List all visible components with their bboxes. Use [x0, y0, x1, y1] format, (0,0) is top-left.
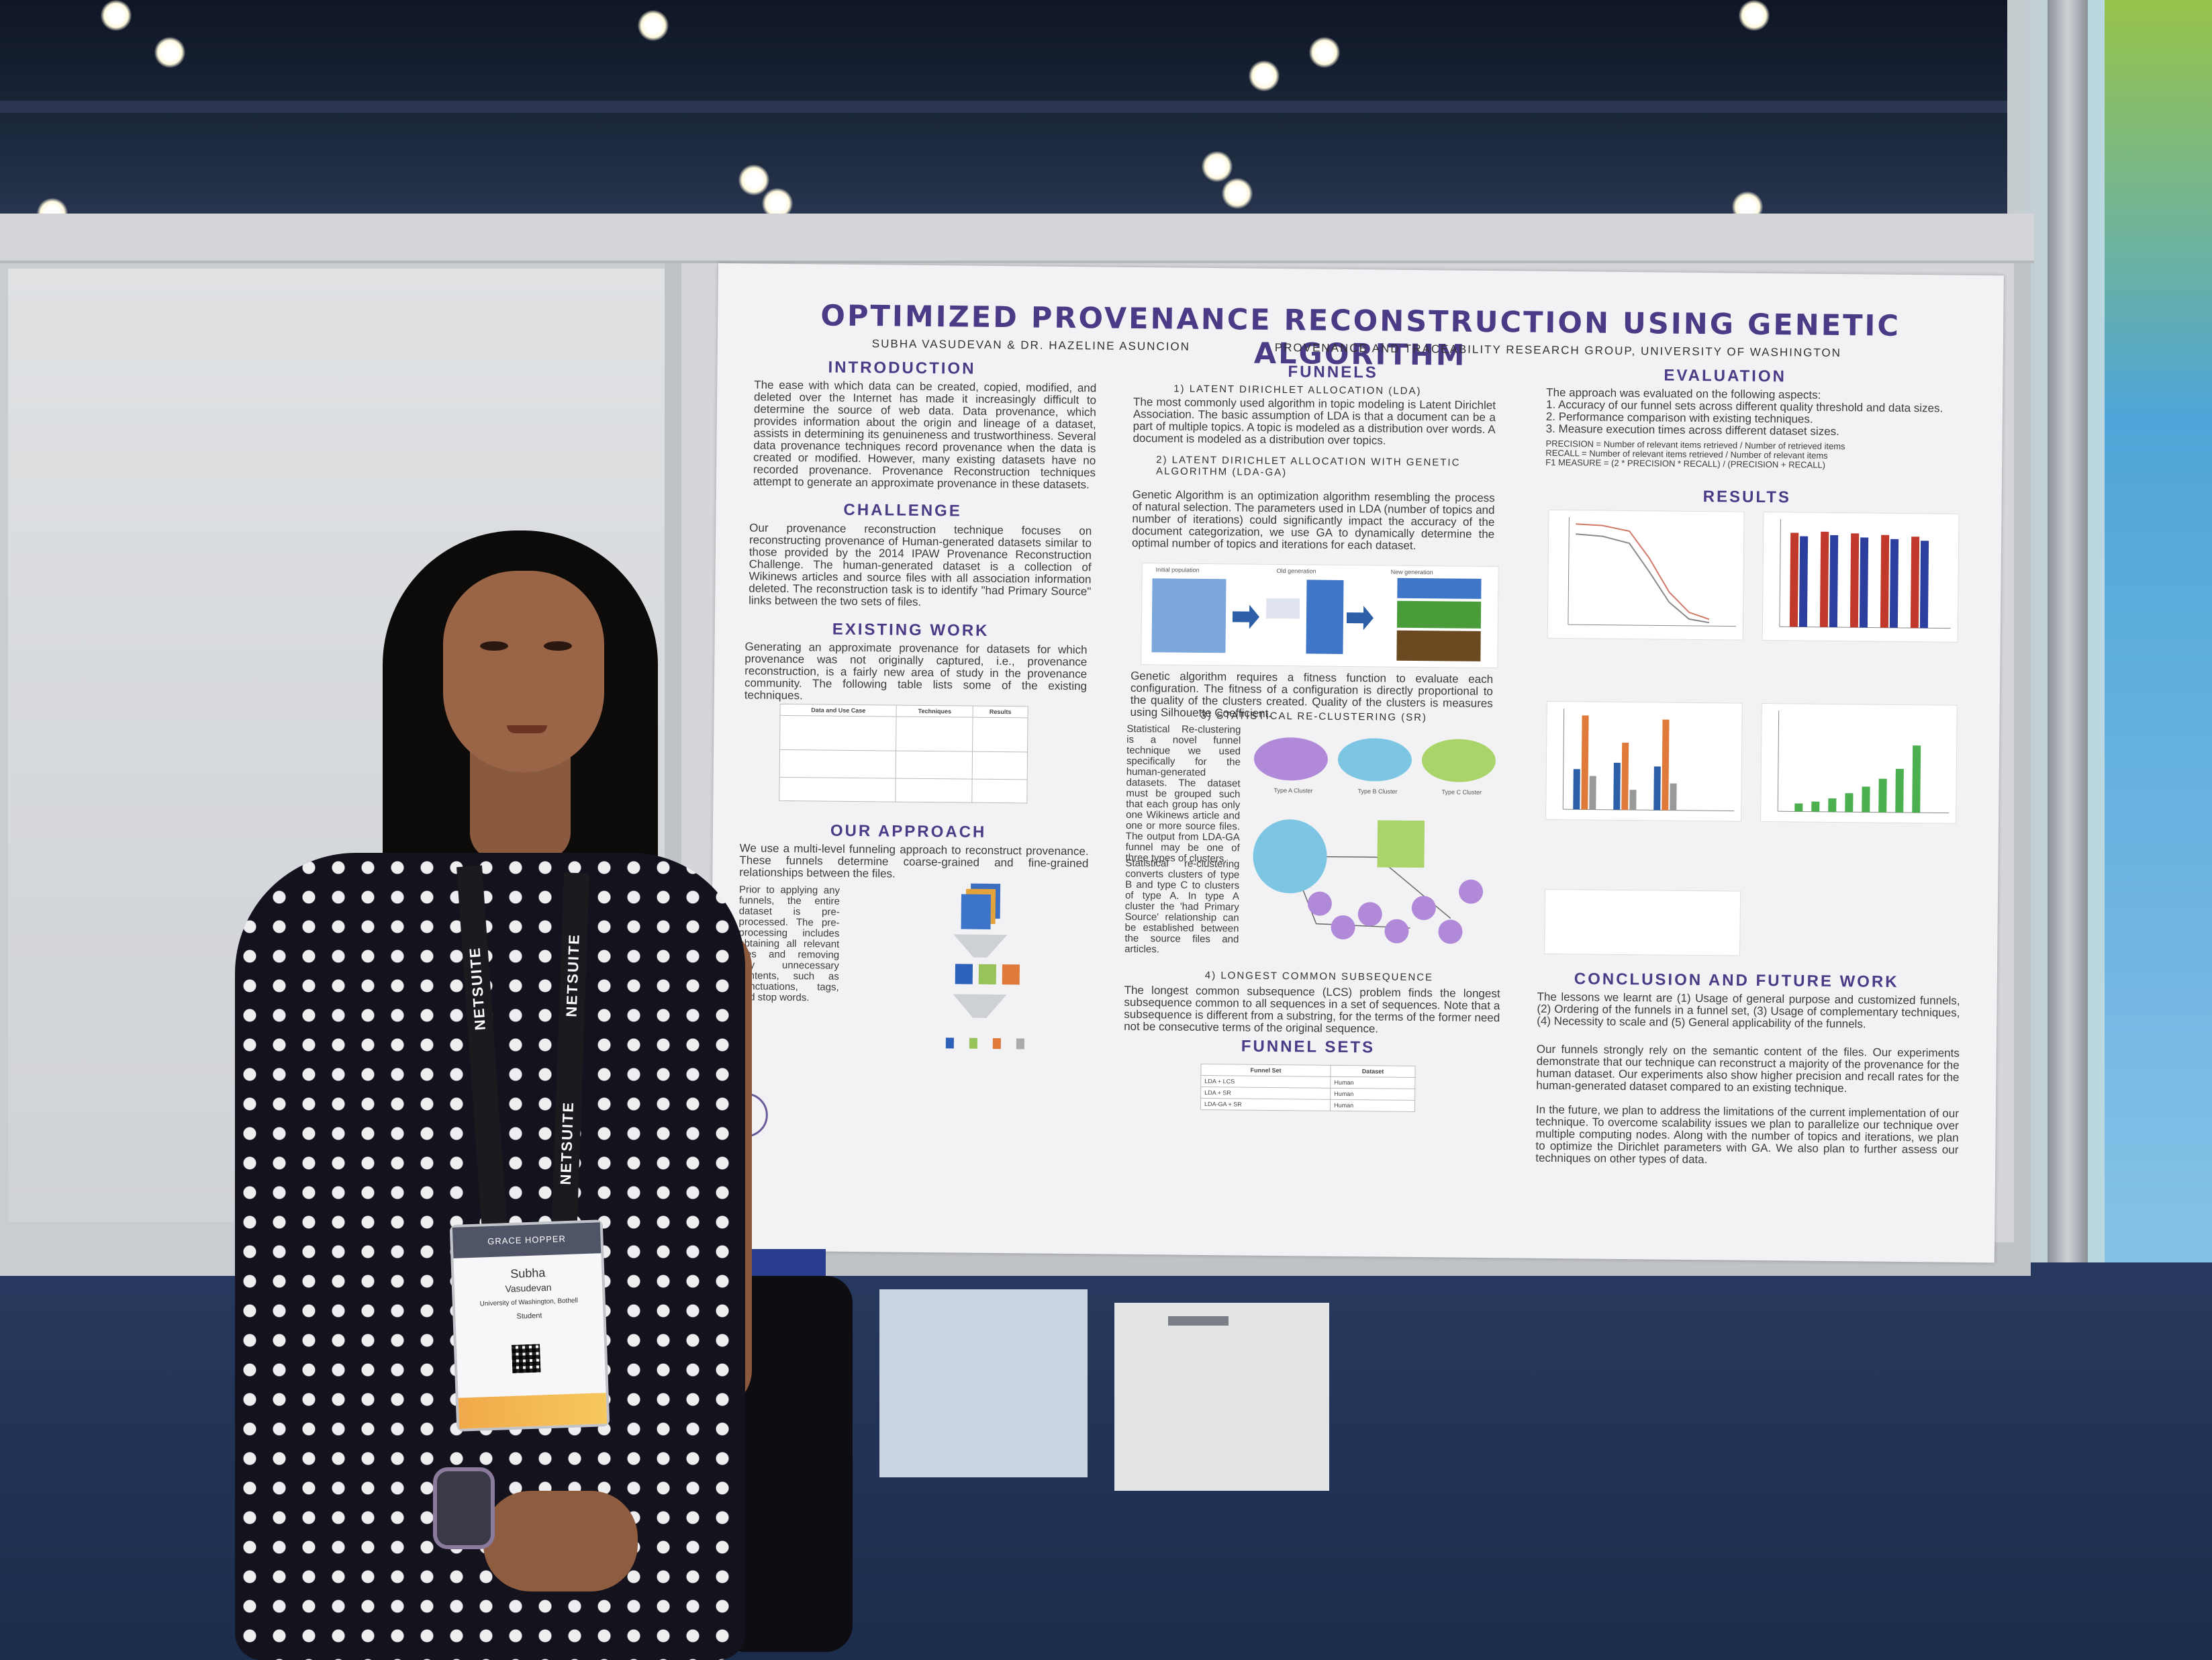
conclusion-text-2: Our funnels strongly rely on the semanti… — [1536, 1042, 1960, 1095]
our-approach-side-text: Prior to applying any funnels, the entir… — [738, 884, 840, 1004]
cluster-label-c: Type C Cluster — [1441, 788, 1482, 796]
challenge-text: Our provenance reconstruction technique … — [749, 521, 1092, 608]
table-row: LDA-GA + SR Human — [1200, 1098, 1415, 1112]
evaluation-heading: EVALUATION — [1664, 366, 1787, 386]
back-panel-label — [1168, 1316, 1229, 1326]
existing-work-heading: EXISTING WORK — [832, 620, 990, 640]
results-line-chart — [1547, 509, 1745, 641]
name-badge: GRACE HOPPER Subha Vasudevan University … — [449, 1219, 610, 1432]
introduction-heading: INTRODUCTION — [828, 358, 976, 378]
presenter-face — [443, 571, 604, 772]
funnel-sr-text: Statistical Re-clustering is a novel fun… — [1125, 723, 1241, 865]
funnel-sr-text-b: Statistical re-clustering converts clust… — [1124, 857, 1240, 956]
genetic-algorithm-figure: Initial population Old generation New ge… — [1141, 563, 1499, 669]
table-cell: LDA + SR — [1200, 1087, 1331, 1100]
table-row — [779, 715, 1028, 752]
table-header: Funnel Set — [1200, 1064, 1331, 1077]
funnel-item-lda: 1) LATENT DIRICHLET ALLOCATION (LDA) — [1173, 383, 1422, 398]
poster-board-top-rail — [0, 214, 2034, 263]
table-cell: Human — [1330, 1076, 1415, 1089]
presenter-hands — [483, 1491, 638, 1592]
ceiling-light — [738, 165, 769, 195]
funnel-item-lda-ga: 2) LATENT DIRICHLET ALLOCATION WITH GENE… — [1155, 454, 1461, 479]
table-header: Data and Use Case — [780, 704, 897, 717]
conclusion-text-3: In the future, we plan to address the li… — [1535, 1103, 1960, 1166]
challenge-heading: CHALLENGE — [843, 500, 962, 520]
badge-event: GRACE HOPPER — [452, 1222, 602, 1258]
funnels-heading: FUNNELS — [1288, 363, 1378, 382]
funnel-lda-ga-text: Genetic Algorithm is an optimization alg… — [1131, 488, 1495, 552]
table-cell: Human — [1330, 1099, 1415, 1112]
presenter-eye — [544, 641, 572, 651]
ceiling-beam — [0, 101, 2212, 113]
funnel-item-sr: 3) STATISTICAL RE-CLUSTERING (SR) — [1200, 709, 1428, 724]
funnel-sets-table: Funnel Set Dataset LDA + LCS Human LDA + … — [1200, 1063, 1416, 1113]
results-execution-chart — [1760, 702, 1958, 824]
ceiling-light — [154, 37, 185, 68]
presenter-eye — [480, 641, 508, 651]
results-grouped-chart — [1545, 700, 1743, 822]
ceiling-light — [1739, 0, 1770, 31]
badge-role: Student — [516, 1311, 542, 1321]
badge-footer-stripe — [458, 1393, 608, 1429]
funnel-sets-heading: FUNNEL SETS — [1241, 1037, 1376, 1057]
ceiling-light — [638, 10, 669, 41]
back-panel — [879, 1289, 1088, 1477]
ceiling-light — [1202, 151, 1233, 182]
results-heading: RESULTS — [1702, 488, 1792, 507]
introduction-text: The ease with which data can be created,… — [753, 378, 1097, 492]
table-row — [779, 749, 1028, 780]
ceiling-light — [1222, 178, 1253, 209]
table-row — [779, 777, 1028, 803]
table-header: Results — [973, 706, 1028, 718]
back-panel — [1114, 1303, 1329, 1491]
funnel-lcs-text: The longest common subsequence (LCS) pro… — [1124, 983, 1500, 1035]
evaluation-formulas: PRECISION = Number of relevant items ret… — [1545, 438, 1845, 470]
conclusion-heading: CONCLUSION AND FUTURE WORK — [1574, 970, 1899, 991]
lanyard-text: NETSUITE — [563, 933, 583, 1018]
table-cell: LDA-GA + SR — [1200, 1098, 1331, 1111]
cluster-label-a: Type A Cluster — [1273, 786, 1313, 794]
ceiling-light — [1249, 60, 1280, 91]
table-cell: Human — [1330, 1088, 1415, 1101]
our-approach-heading: OUR APPROACH — [830, 821, 987, 841]
smartwatch — [433, 1467, 495, 1549]
ceiling-light — [1309, 37, 1340, 68]
lanyard-text: NETSUITE — [466, 946, 489, 1031]
badge-last-name: Vasudevan — [505, 1281, 552, 1295]
existing-work-table: Data and Use Case Techniques Results — [779, 703, 1028, 804]
ceiling-light — [101, 0, 132, 31]
evaluation-text: The approach was evaluated on the follow… — [1545, 385, 1943, 439]
badge-affiliation: University of Washington, Bothell — [479, 1297, 579, 1308]
results-bar-chart — [1762, 511, 1960, 643]
presenter-mouth — [507, 725, 547, 733]
lanyard-text: NETSUITE — [557, 1101, 577, 1185]
funnel-diagram — [878, 876, 1102, 1079]
results-table — [1544, 888, 1741, 956]
existing-work-text: Generating an approximate provenance for… — [744, 640, 1088, 702]
reclustering-figure — [1249, 816, 1505, 960]
funnel-lda-text: The most commonly used algorithm in topi… — [1133, 395, 1496, 447]
table-header: Techniques — [896, 705, 973, 718]
table-header: Dataset — [1331, 1065, 1416, 1078]
cluster-label-b: Type B Cluster — [1357, 788, 1398, 795]
research-poster: OPTIMIZED PROVENANCE RECONSTRUCTION USIN… — [708, 263, 2004, 1263]
funnel-item-lcs: 4) LONGEST COMMON SUBSEQUENCE — [1204, 970, 1434, 984]
qr-code-icon — [511, 1344, 541, 1373]
conclusion-text-1: The lessons we learnt are (1) Usage of g… — [1537, 990, 1960, 1031]
table-cell: LDA + LCS — [1200, 1075, 1331, 1089]
cluster-types-figure: Type A Cluster Type B Cluster Type C Clu… — [1250, 732, 1506, 802]
